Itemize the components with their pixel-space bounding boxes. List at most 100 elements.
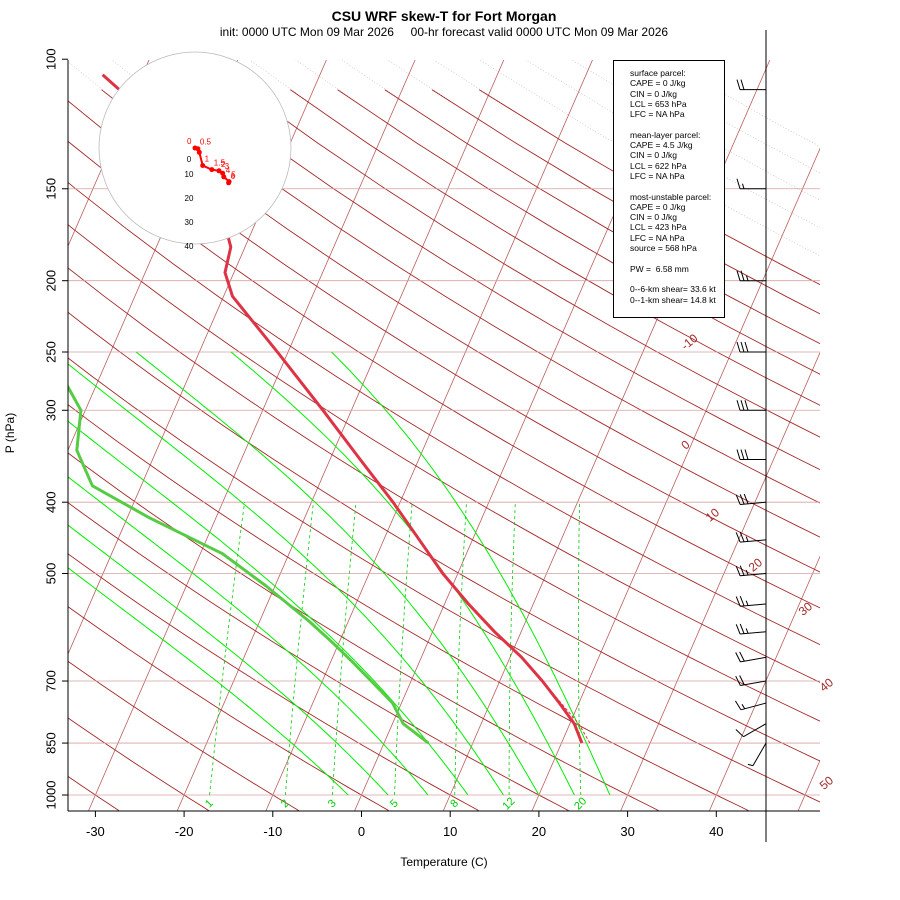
dry-adiabat-line <box>249 60 820 406</box>
isotherm-label: -10 <box>678 331 701 353</box>
profiles <box>68 73 591 745</box>
hodograph-point-label: 0 <box>187 137 192 146</box>
mixing-ratio-lines <box>209 502 582 796</box>
wind-barb-flag <box>739 565 745 576</box>
wind-barb-shaft <box>740 603 767 607</box>
wind-barb-shaft <box>740 631 767 635</box>
hodograph-point <box>221 174 227 180</box>
wind-barb-flag <box>736 449 741 460</box>
info-line: LFC = NA hPa <box>630 109 685 120</box>
adiabat-line <box>68 660 300 811</box>
wind-barb-flag <box>739 623 745 634</box>
wind-barb-shaft <box>740 573 767 577</box>
wind-barb-flag <box>735 675 741 686</box>
adiabat-line <box>68 502 569 811</box>
hodograph-ring-label: 20 <box>185 194 194 203</box>
wind-barb-shaft <box>740 656 767 663</box>
wind-barb-flag <box>735 532 741 543</box>
y-tick-label: 700 <box>43 670 58 692</box>
hodograph-point <box>200 163 206 169</box>
wind-barb-half-flag <box>747 763 754 767</box>
wind-barb-flag <box>744 449 749 460</box>
wind-barb <box>735 531 767 543</box>
wind-barb-flag <box>735 729 744 738</box>
parcel-profile-line <box>541 680 591 744</box>
isotherm-line <box>887 59 900 810</box>
wind-barb-half-flag <box>745 628 749 634</box>
wind-barb-half-flag <box>746 275 749 281</box>
adiabat-line <box>68 775 120 811</box>
hodograph-point <box>209 167 215 173</box>
info-line: CAPE = 0 J/kg <box>630 78 686 89</box>
info-line: CIN = 0 J/kg <box>630 88 678 99</box>
wind-barb-flag <box>739 595 745 607</box>
mixing-ratio-label: 12 <box>500 795 517 812</box>
x-tick-label: 30 <box>620 824 634 839</box>
hodograph-point-label: 1.5 <box>214 159 226 168</box>
wind-barb-flag <box>740 449 745 460</box>
wind-barb-shaft <box>752 742 767 766</box>
adiabat-line <box>290 89 820 406</box>
hodograph-point-label: 1 <box>205 155 210 164</box>
hodograph-point-label: 2 <box>221 160 226 169</box>
moist-adiabat-line <box>68 567 349 796</box>
adiabat-line <box>242 89 820 438</box>
wind-barb <box>735 723 767 738</box>
wind-barb-flag <box>739 531 745 542</box>
wind-barb <box>735 675 767 687</box>
x-tick-label: 10 <box>443 824 457 839</box>
wind-barb-flag <box>734 700 742 711</box>
hodograph-point <box>226 180 232 186</box>
isotherm-label: 40 <box>817 675 836 695</box>
parcel-info-box: surface parcel: CAPE = 0 J/kg CIN = 0 J/… <box>613 60 725 318</box>
wind-barb <box>736 79 766 91</box>
info-line: LCL = 653 hPa <box>630 98 687 109</box>
adiabat-line <box>68 100 820 573</box>
wind-barb <box>735 565 767 577</box>
wind-barb-shaft <box>740 501 767 505</box>
y-axis-label: P (hPa) <box>3 412 17 454</box>
wind-barb-flag <box>740 400 745 411</box>
wind-barbs <box>734 79 767 767</box>
info-line: 0--1-km shear= 14.8 kt <box>630 294 716 305</box>
dry-adiabat-line <box>68 452 659 811</box>
info-line: 0--6-km shear= 33.6 kt <box>630 284 716 295</box>
wind-barb-flag <box>736 400 741 411</box>
mixing-ratio-label: 20 <box>572 795 589 812</box>
x-tick-label: -10 <box>263 824 282 839</box>
adiabat-line <box>68 181 820 646</box>
hodograph-point-label: 6 <box>231 172 236 181</box>
dry-adiabat-line <box>203 60 820 438</box>
info-line: LCL = 622 hPa <box>630 160 687 171</box>
wind-barb-flag <box>744 400 749 411</box>
wind-barb <box>736 341 766 353</box>
wind-barb <box>735 595 767 607</box>
isotherm-line <box>68 60 150 248</box>
wind-barb-half-flag <box>745 536 749 542</box>
mixing-ratio-line <box>209 502 245 796</box>
info-line: surface parcel: <box>630 68 686 78</box>
moist-adiabat-line <box>68 524 389 796</box>
mixing-ratio-line <box>332 502 357 796</box>
wind-barb-flag <box>735 596 741 607</box>
shear-section: 0--6-km shear= 33.6 kt 0--1-km shear= 14… <box>630 284 724 305</box>
moist-adiabat-line <box>135 351 540 796</box>
wind-barb-shaft <box>740 702 767 711</box>
wind-barb-flag <box>735 494 741 505</box>
wind-barb-flag <box>735 565 741 576</box>
info-line: mean-layer parcel: <box>630 129 701 140</box>
moist-adiabat-line <box>68 363 504 796</box>
wind-barb-flag <box>740 79 745 90</box>
isotherm-label: 50 <box>817 773 836 793</box>
wind-barb-flag <box>736 178 741 189</box>
wind-barb-shaft <box>740 539 767 543</box>
y-tick-label: 200 <box>43 270 58 292</box>
chart-title: CSU WRF skew-T for Fort Morgan <box>331 8 557 24</box>
wind-barb-flag <box>735 652 741 663</box>
hodograph-ring-label: 10 <box>185 170 194 179</box>
moist-adiabat-line <box>68 476 429 796</box>
wind-barb-flag <box>736 79 741 90</box>
